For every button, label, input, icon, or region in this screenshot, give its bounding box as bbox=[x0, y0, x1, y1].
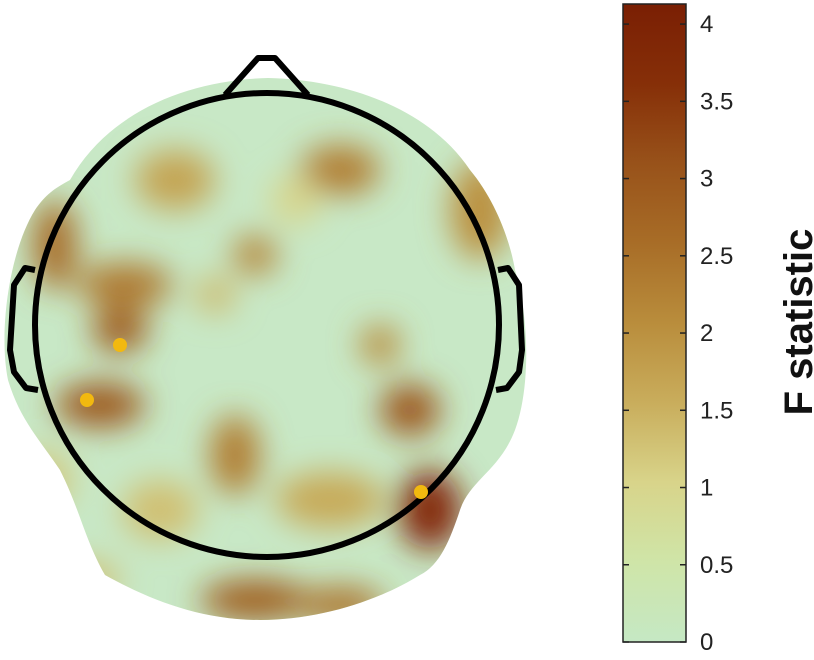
significant-electrode-dot bbox=[80, 393, 94, 407]
activation-blob bbox=[210, 415, 260, 495]
activation-blob bbox=[398, 470, 462, 550]
colorbar-tick-label: 3.5 bbox=[700, 88, 733, 115]
nose-outline bbox=[222, 55, 311, 97]
activation-blob bbox=[8, 450, 72, 510]
activation-blob bbox=[300, 145, 380, 195]
activation-blob bbox=[360, 325, 400, 365]
significant-electrodes bbox=[80, 338, 428, 499]
head-outline bbox=[7, 55, 525, 560]
activation-blob bbox=[295, 587, 385, 620]
right-ear-outline bbox=[495, 265, 525, 393]
significant-electrode-dot bbox=[113, 338, 127, 352]
colorbar-tick-label: 4 bbox=[700, 11, 713, 38]
colorbar-tick-label: 0 bbox=[700, 629, 713, 656]
colorbar-title: F statistic bbox=[777, 229, 814, 416]
activation-blob bbox=[92, 308, 148, 352]
colorbar-ticks: 0 0.5 1 1.5 2 2.5 3 3.5 4 bbox=[623, 11, 733, 656]
colorbar-tick-label: 1.5 bbox=[700, 397, 733, 424]
colorbar: 0 0.5 1 1.5 2 2.5 3 3.5 4 F statistic bbox=[622, 3, 814, 656]
significant-electrode-dot bbox=[414, 485, 428, 499]
activation-blob bbox=[380, 384, 440, 436]
activation-blob bbox=[40, 560, 120, 600]
activation-blob bbox=[233, 235, 277, 275]
colorbar-tick-label: 2 bbox=[700, 320, 713, 347]
activation-blob bbox=[77, 263, 173, 307]
head-circle bbox=[32, 90, 502, 560]
colorbar-tick-label: 3 bbox=[700, 166, 713, 193]
activation-blob bbox=[270, 175, 320, 225]
activation-blob bbox=[200, 580, 310, 620]
activation-blob bbox=[135, 150, 215, 210]
colorbar-tick-label: 2.5 bbox=[700, 243, 733, 270]
left-ear-outline bbox=[7, 265, 39, 393]
scalp-background bbox=[4, 78, 527, 620]
activation-blob bbox=[122, 480, 198, 540]
activation-blob bbox=[275, 472, 385, 528]
colorbar-scale bbox=[622, 3, 687, 643]
activation-blob bbox=[195, 277, 235, 313]
colorbar-tick-label: 0.5 bbox=[700, 552, 733, 579]
activation-blob bbox=[450, 160, 510, 260]
activation-blob bbox=[55, 383, 145, 427]
scalp-heatmap bbox=[4, 78, 527, 620]
colorbar-tick-label: 1 bbox=[700, 475, 713, 502]
